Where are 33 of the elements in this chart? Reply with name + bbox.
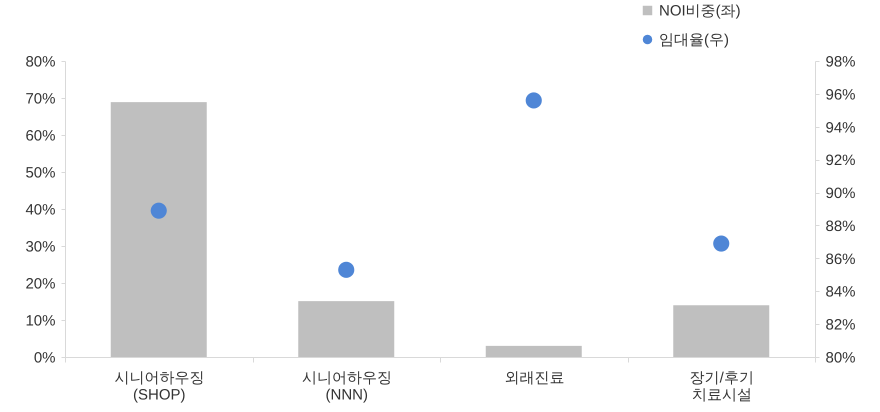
bar [110, 102, 207, 357]
x-tick-label: 시니어하우징 (SHOP) [114, 370, 204, 404]
y-tick-label: 50% [25, 164, 56, 182]
y2-tick-label: 90% [826, 185, 856, 202]
y2-tick-label: 92% [826, 152, 856, 170]
point [150, 202, 167, 219]
legend-label: NOI비중(좌) [659, 2, 741, 20]
bar [298, 301, 394, 357]
point [713, 235, 730, 252]
y-tick-label: 70% [25, 90, 56, 108]
y2-tick-label: 96% [826, 86, 856, 104]
y2-tick-label: 88% [826, 218, 856, 235]
y-tick-label: 20% [25, 276, 56, 292]
y-tick-label: 10% [25, 312, 56, 330]
y2-tick-label: 82% [826, 316, 856, 334]
y2-tick-label: 86% [826, 250, 856, 268]
x-tick-label: 장기/후기 치료시설 [690, 370, 754, 404]
x-tick-label: 시니어하우징 (NNN) [302, 370, 392, 404]
y2-tick-label: 80% [826, 350, 856, 366]
y2-tick-label: 84% [826, 284, 856, 301]
legend-label: 임대율(우) [659, 32, 729, 48]
bar [486, 346, 582, 357]
y-tick-label: 80% [25, 54, 56, 70]
y-tick-label: 30% [25, 238, 56, 256]
bar [673, 305, 770, 357]
point [338, 262, 354, 278]
y-tick-label: 0% [34, 350, 56, 366]
y-tick-label: 40% [25, 202, 56, 218]
y2-tick-label: 94% [826, 119, 856, 136]
point [526, 92, 542, 109]
y2-tick-label: 98% [826, 54, 856, 70]
y-tick-label: 60% [25, 128, 56, 144]
x-tick-label: 외래진료 [504, 370, 564, 386]
